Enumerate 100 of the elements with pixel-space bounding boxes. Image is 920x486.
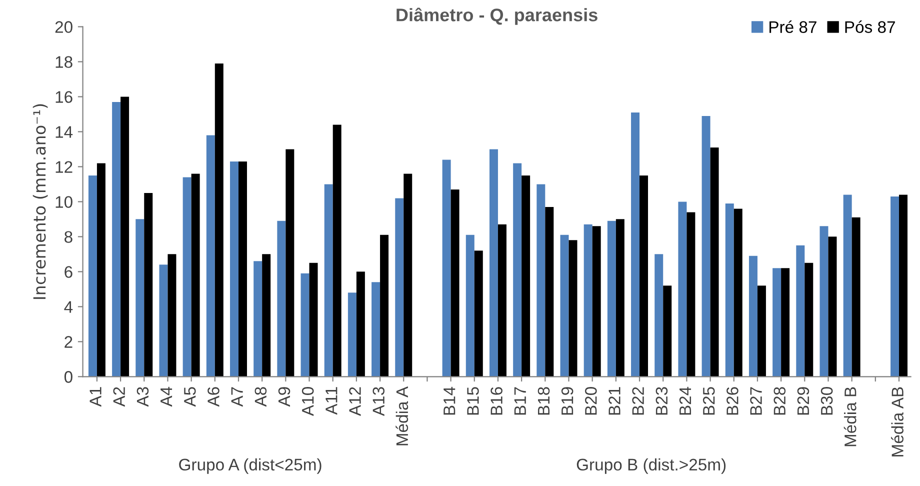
bar	[710, 147, 719, 377]
x-tick-label: Média B	[844, 387, 856, 446]
x-tick-label: Média A	[396, 386, 408, 446]
bar	[607, 220, 616, 377]
x-tick-label: Média AB	[891, 387, 904, 456]
bar	[616, 219, 624, 377]
bar	[804, 262, 814, 377]
bar	[678, 202, 687, 377]
y-tick-label: 4	[64, 301, 73, 313]
x-tick-label: B16	[490, 387, 502, 415]
x-tick-label: B27	[750, 387, 762, 415]
bar	[545, 206, 554, 377]
x-tick-label: B26	[726, 387, 738, 415]
bar	[828, 236, 837, 377]
text: Grupo A (dist<25m)	[179, 458, 322, 474]
bar	[254, 261, 262, 377]
y-tick-label: 8	[64, 231, 72, 243]
bar	[560, 234, 569, 377]
legend-label: Pré 87	[770, 20, 816, 33]
x-tick-label: B15	[467, 387, 479, 415]
bar	[136, 219, 144, 377]
x-tick-label: B24	[679, 386, 692, 415]
bar	[498, 224, 506, 377]
bar	[536, 184, 546, 377]
x-tick-label: B29	[797, 387, 810, 415]
bar	[450, 189, 460, 377]
x-tick-label: A7	[231, 387, 243, 407]
x-tick-label: A11	[326, 387, 338, 415]
legend-label: Pós 87	[845, 20, 895, 33]
bar	[734, 208, 742, 377]
x-tick-label: B20	[585, 387, 597, 415]
bar	[380, 234, 389, 377]
bar	[592, 226, 601, 377]
bar	[796, 245, 805, 377]
bar	[372, 282, 380, 377]
x-tick-label: B14	[444, 386, 456, 415]
bar	[356, 272, 365, 377]
x-tick-label: A13	[372, 387, 385, 416]
chart-title: Diâmetro - Q. paraensis	[396, 8, 598, 25]
bar	[631, 112, 640, 377]
bar	[144, 192, 153, 377]
x-tick-label: A1	[90, 387, 102, 407]
bar	[214, 63, 224, 377]
bar	[522, 175, 530, 377]
bar	[584, 224, 592, 377]
x-tick-label: A9	[278, 387, 290, 407]
bar	[404, 174, 412, 377]
bar	[286, 149, 294, 377]
bar	[442, 160, 451, 377]
bar	[238, 161, 247, 377]
bar	[654, 254, 664, 377]
bar	[474, 250, 483, 377]
bar	[489, 149, 498, 377]
y-tick-label: 18	[56, 56, 72, 68]
bar	[332, 124, 342, 377]
y-tick-label: 0	[64, 371, 72, 383]
y-tick-label: 20	[55, 21, 72, 33]
bar	[781, 268, 790, 377]
x-tick-label: A4	[160, 386, 172, 407]
bar	[182, 177, 192, 377]
bar	[277, 220, 286, 377]
bar	[772, 268, 782, 377]
x-tick-label: B19	[561, 387, 574, 415]
y-tick-label: 10	[56, 196, 72, 208]
bar	[309, 262, 318, 377]
bar	[466, 234, 474, 377]
y-axis-title: Incremento (mm.ano⁻¹)	[32, 104, 48, 299]
x-tick-label: B18	[538, 387, 550, 415]
bar	[513, 163, 522, 377]
y-tick-label: 14	[56, 126, 73, 138]
bar	[395, 198, 404, 377]
bar	[640, 175, 648, 377]
bar	[702, 116, 710, 377]
y-tick-label: 16	[56, 91, 72, 103]
x-tick-label: A5	[184, 387, 196, 407]
bar	[748, 256, 758, 377]
x-tick-label: B28	[774, 387, 786, 415]
bar	[725, 203, 734, 377]
bar	[663, 286, 672, 377]
x-tick-label: B21	[608, 387, 620, 415]
bar	[230, 161, 238, 377]
x-tick-label: A2	[113, 387, 125, 407]
bar	[88, 175, 97, 377]
bar	[120, 96, 130, 377]
x-tick-label: B17	[514, 387, 526, 415]
text: Grupo B (dist.>25m)	[576, 458, 726, 474]
x-tick-label: A8	[254, 387, 267, 407]
x-tick-label: A6	[208, 387, 220, 407]
bar	[757, 286, 766, 377]
bar	[324, 184, 333, 377]
x-tick-label: A3	[136, 387, 149, 407]
bar	[568, 240, 578, 377]
bar	[348, 292, 356, 377]
x-tick-label: B30	[820, 387, 833, 415]
x-tick-label: B25	[702, 387, 715, 415]
bar	[890, 196, 900, 377]
bar	[899, 194, 908, 377]
bar	[112, 102, 121, 377]
bar	[686, 212, 696, 377]
bar	[168, 254, 176, 377]
